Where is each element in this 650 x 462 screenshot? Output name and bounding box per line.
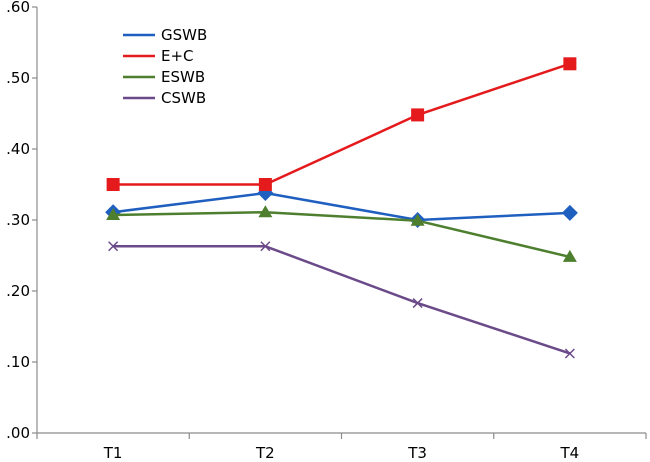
legend-label: GSWB xyxy=(161,26,207,44)
x-tick-label: T2 xyxy=(255,444,275,462)
chart-axes xyxy=(36,7,646,434)
x-tick-label: T1 xyxy=(103,444,123,462)
legend-item-e-c: E+C xyxy=(123,47,194,65)
data-point-eswb xyxy=(106,208,121,221)
series-line-cswb xyxy=(113,245,571,355)
legend-item-eswb: ESWB xyxy=(123,68,205,86)
y-tick-label: .60 xyxy=(6,0,30,16)
legend-item-cswb: CSWB xyxy=(123,89,206,107)
legend-label: E+C xyxy=(161,47,194,65)
data-point-e-c xyxy=(411,108,425,122)
series-line-e-c xyxy=(113,62,571,186)
data-point-eswb xyxy=(562,249,577,262)
y-tick-label: .20 xyxy=(6,282,30,300)
data-point-e-c xyxy=(258,178,272,191)
series-line-eswb xyxy=(113,210,571,259)
data-point-e-c xyxy=(106,178,120,191)
x-tick-label: T3 xyxy=(407,444,427,462)
data-point-cswb xyxy=(108,241,119,252)
data-point-gswb xyxy=(561,204,578,221)
x-marker-stroke xyxy=(564,348,575,359)
x-axis-ticks: T1 T2 T3 T4 xyxy=(36,433,647,462)
legend-item-gswb: GSWB xyxy=(123,26,207,44)
x-marker-stroke xyxy=(108,241,119,252)
series-cswb xyxy=(108,241,575,359)
x-tick-label: T4 xyxy=(560,444,580,462)
legend: GSWB E+C ESWB CSWB xyxy=(123,26,207,107)
y-axis-ticks: .00 .10 .20 .30 .40 .50 .60 xyxy=(6,0,37,442)
y-tick-label: .30 xyxy=(6,211,30,229)
y-tick-label: .50 xyxy=(6,69,30,87)
series-layer xyxy=(105,57,578,359)
data-point-e-c xyxy=(563,57,577,71)
x-marker-stroke xyxy=(260,241,271,252)
data-point-cswb xyxy=(412,298,423,309)
series-e-c xyxy=(106,57,577,191)
y-tick-label: .40 xyxy=(6,140,30,158)
data-point-eswb xyxy=(258,205,273,218)
legend-label: ESWB xyxy=(161,68,205,86)
series-gswb xyxy=(105,185,578,228)
data-point-cswb xyxy=(260,241,271,252)
y-tick-label: .00 xyxy=(6,424,30,442)
legend-label: CSWB xyxy=(161,89,206,107)
series-eswb xyxy=(106,205,577,262)
data-point-cswb xyxy=(564,348,575,359)
data-point-eswb xyxy=(410,213,425,226)
y-tick-label: .10 xyxy=(6,353,30,371)
x-marker-stroke xyxy=(412,298,423,309)
series-line-gswb xyxy=(112,191,570,222)
